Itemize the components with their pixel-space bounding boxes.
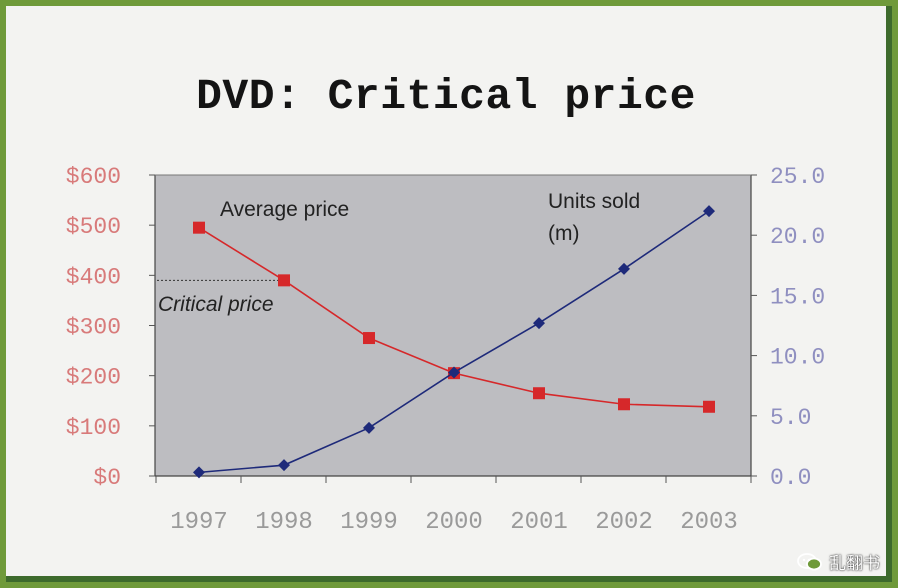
watermark-text: 乱翻书	[829, 554, 880, 574]
units-sold-point	[278, 459, 290, 472]
right-axis-ticks: 0.0 5.0 10.0 15.0 20.0 25.0	[751, 164, 825, 491]
series-layer	[193, 205, 715, 479]
right-tick-label: 15.0	[770, 284, 825, 310]
units-sold-point	[618, 262, 630, 275]
x-tick-label: 2002	[595, 509, 653, 536]
average-price-point	[618, 398, 630, 411]
left-tick-label: $200	[66, 365, 121, 391]
right-tick-label: 25.0	[770, 164, 825, 190]
annotation-average-price: Average price	[220, 198, 349, 221]
x-tick-label: 2001	[510, 509, 568, 536]
left-tick-label: $100	[66, 415, 121, 441]
average-price-point	[533, 387, 545, 400]
units-sold-point	[193, 466, 205, 479]
slide-title: DVD: Critical price	[196, 72, 696, 121]
right-tick-label: 10.0	[770, 345, 825, 371]
units-sold-point	[703, 205, 715, 218]
wechat-icon	[797, 552, 822, 570]
x-tick-label: 1997	[170, 509, 228, 536]
watermark: 乱翻书	[797, 549, 880, 574]
x-tick-label: 1999	[340, 509, 398, 536]
average-price-point	[278, 274, 290, 287]
annotation-critical-price: Critical price	[158, 293, 274, 316]
left-axis-ticks: $0 $100 $200 $300 $400 $500 $600	[66, 164, 155, 491]
x-tick-label: 1998	[255, 509, 313, 536]
average-price-point	[193, 221, 205, 234]
left-tick-label: $0	[93, 465, 121, 491]
units-sold-point	[363, 421, 375, 434]
left-tick-label: $300	[66, 315, 121, 341]
left-tick-label: $500	[66, 214, 121, 240]
right-tick-label: 0.0	[770, 465, 811, 491]
annotation-units-sold: Units sold	[548, 190, 640, 213]
right-tick-label: 5.0	[770, 405, 811, 431]
plot-area	[155, 175, 751, 476]
right-tick-label: 20.0	[770, 224, 825, 250]
x-tick-label: 2003	[680, 509, 738, 536]
units-sold-point	[448, 366, 460, 379]
left-tick-label: $600	[66, 164, 121, 190]
x-tick-label: 2000	[425, 509, 483, 536]
x-axis-ticks: 1997 1998 1999 2000 2001 2002 2003	[155, 476, 752, 536]
annotation-units-unit: (m)	[548, 222, 579, 245]
left-tick-label: $400	[66, 264, 121, 290]
average-price-point	[363, 332, 375, 345]
average-price-point	[703, 400, 715, 413]
units-sold-point	[533, 317, 545, 330]
